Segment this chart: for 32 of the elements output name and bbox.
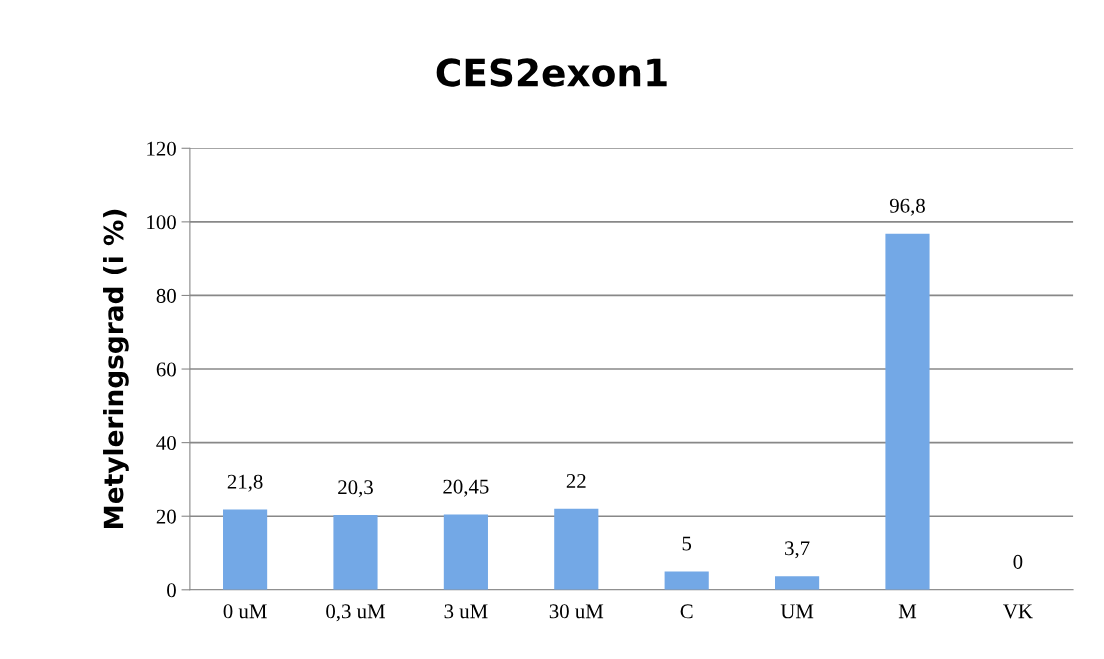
x-tick-label: 3 uM: [444, 604, 488, 619]
y-tick-label: 0: [167, 583, 176, 598]
y-axis-title: Metyleringsgrad (i %): [103, 209, 129, 529]
bar: [443, 514, 488, 590]
data-label: 22: [566, 473, 586, 488]
x-tick-label: 30 uM: [549, 604, 604, 619]
x-tick-label: C: [680, 604, 693, 619]
bar: [554, 508, 599, 590]
chart-title: CES2exon1: [436, 58, 667, 87]
y-tick-label: 80: [156, 288, 176, 303]
data-label: 96,8: [889, 198, 925, 216]
bar: [223, 509, 268, 590]
y-tick-label: 40: [156, 436, 176, 451]
data-label: 20,45: [443, 479, 489, 497]
bar: [885, 233, 930, 590]
y-tick-label: 20: [156, 509, 176, 524]
x-tick-label: VK: [1003, 604, 1033, 619]
y-tick-label: 120: [147, 141, 176, 156]
data-label: 5: [682, 536, 692, 551]
data-label: 3,7: [785, 541, 810, 559]
y-tick-label: 100: [147, 215, 176, 230]
bar: [333, 515, 378, 590]
x-tick-label: UM: [780, 604, 814, 619]
data-label: 20,3: [338, 480, 373, 498]
x-tick-label: 0 uM: [223, 604, 267, 619]
y-tick-label: 60: [156, 362, 176, 377]
bar: [664, 571, 709, 590]
data-label: 0: [1013, 554, 1023, 569]
bar: [775, 576, 820, 590]
x-tick-label: M: [898, 604, 917, 619]
x-tick-label: 0,3 uM: [326, 604, 385, 622]
data-label: 21,8: [227, 474, 263, 492]
